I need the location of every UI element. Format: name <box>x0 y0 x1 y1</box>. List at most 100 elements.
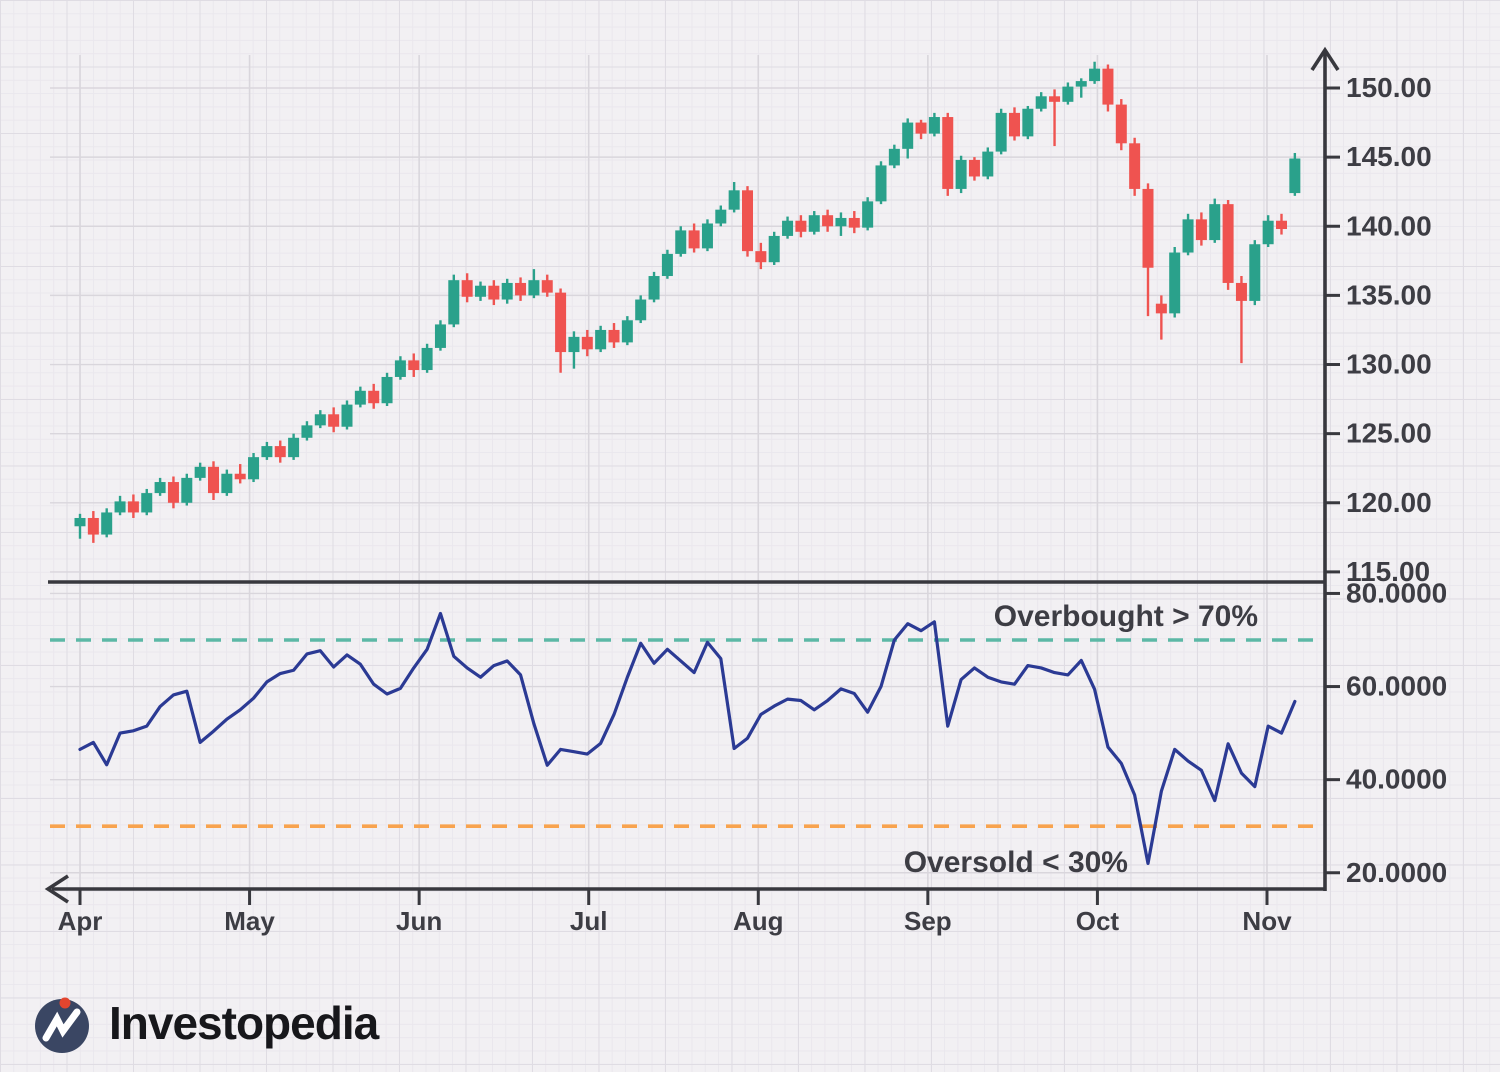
candle-body-down <box>368 390 380 404</box>
candle-body-up <box>995 112 1007 152</box>
candle-body-up <box>875 165 887 202</box>
month-tick-label: Apr <box>58 906 103 936</box>
candle-body-up <box>475 285 486 297</box>
candle-body-up <box>902 122 914 149</box>
candle-body-down <box>1129 143 1141 189</box>
candle-body-down <box>1276 220 1287 230</box>
candle-body-up <box>1289 158 1301 194</box>
rsi-tick-label: 20.0000 <box>1346 857 1447 888</box>
axis-tick-labels: Apr May Jun Jul Aug Sep Oct Nov 150.00 145.00 140.… <box>58 72 1448 936</box>
candle-body-up <box>768 235 780 263</box>
candle-body-up <box>1035 96 1047 109</box>
candle-body-down <box>328 414 340 427</box>
candle-body-down <box>1115 104 1127 144</box>
candle-body-down <box>1235 282 1247 301</box>
rsi-tick-label: 80.0000 <box>1346 577 1447 608</box>
candle-body-down <box>608 329 620 343</box>
month-tick-label: Oct <box>1076 906 1120 936</box>
candle-body-down <box>127 501 139 513</box>
month-tick-label: Sep <box>904 906 952 936</box>
candle-body-up <box>448 280 460 325</box>
candle-body-up <box>394 360 406 377</box>
price-tick-label: 135.00 <box>1346 279 1432 310</box>
price-tick-label: 150.00 <box>1346 72 1432 103</box>
price-tick-label: 130.00 <box>1346 349 1432 380</box>
candle-body-up <box>955 159 967 189</box>
candle-body-up <box>261 446 273 458</box>
candle-body-up <box>888 148 900 166</box>
logo-wordmark: Investopedia <box>109 997 379 1049</box>
candle-body-down <box>1142 188 1154 268</box>
candle-body-up <box>381 376 393 404</box>
candle-body-up <box>288 437 300 458</box>
candle-body-down <box>234 473 246 480</box>
candle-body-up <box>675 230 687 254</box>
logo-dot <box>59 997 71 1009</box>
rsi-threshold-lines <box>50 638 1325 829</box>
price-tick-label: 125.00 <box>1346 418 1432 449</box>
candle-body-up <box>141 493 153 513</box>
candle-body-down <box>274 446 286 458</box>
candle-body-up <box>1249 244 1261 301</box>
candle-body-up <box>595 329 607 350</box>
month-tick-label: Nov <box>1242 906 1292 936</box>
candle-body-down <box>555 292 567 353</box>
candle-body-up <box>862 201 874 228</box>
candle-body-up <box>782 220 794 236</box>
candle-body-up <box>101 512 113 535</box>
candle-body-up <box>501 282 513 300</box>
candle-body-up <box>808 215 820 232</box>
rsi-tick-label: 40.0000 <box>1346 764 1447 795</box>
candle-body-down <box>515 282 527 296</box>
candle-body-down <box>408 360 420 371</box>
candle-body-down <box>1222 204 1234 283</box>
overbought-annotation: Overbought > 70% <box>994 600 1258 633</box>
candle-body-down <box>208 466 219 494</box>
candle-body-up <box>701 223 713 249</box>
chart-gridlines <box>50 55 1325 889</box>
candle-body-down <box>541 280 553 293</box>
candle-body-up <box>1075 81 1087 87</box>
candle-body-down <box>915 122 927 134</box>
candle-body-up <box>835 217 847 227</box>
candle-body-up <box>154 482 166 494</box>
candle-body-up <box>728 190 740 210</box>
candle-body-up <box>248 457 260 480</box>
month-tick-label: Jun <box>396 906 442 936</box>
candle-body-down <box>1195 219 1207 241</box>
candle-body-down <box>461 280 473 297</box>
candle-body-up <box>1262 220 1274 245</box>
logo-zigzag-mark <box>42 1008 81 1042</box>
candle-body-down <box>755 251 767 263</box>
rsi-line-series <box>78 611 1297 866</box>
candle-body-up <box>1209 204 1221 241</box>
price-tick-label: 145.00 <box>1346 141 1432 172</box>
investopedia-logo: Investopedia <box>30 990 379 1056</box>
candle-body-down <box>1155 303 1167 314</box>
candle-body-up <box>74 517 86 527</box>
candle-body-up <box>648 276 660 300</box>
price-tick-label: 120.00 <box>1346 487 1432 518</box>
candle-body-up <box>114 501 126 513</box>
price-tick-label: 140.00 <box>1346 210 1432 241</box>
candle-body-up <box>528 280 540 296</box>
candle-body-down <box>1009 112 1020 137</box>
candle-body-up <box>314 414 326 426</box>
candle-body-up <box>434 324 446 348</box>
candle-body-down <box>167 482 179 503</box>
candle-body-up <box>982 151 994 177</box>
candle-body-down <box>942 117 954 189</box>
candlestick-series <box>74 61 1301 543</box>
candle-body-up <box>181 477 193 503</box>
candle-body-up <box>194 466 206 478</box>
candle-body-up <box>1062 86 1074 102</box>
y-axis-arrow <box>1310 46 1340 71</box>
x-axis-arrow <box>44 874 69 904</box>
candle-body-down <box>968 159 980 177</box>
candle-body-down <box>1102 68 1114 105</box>
candle-body-up <box>635 299 647 321</box>
candle-body-down <box>848 217 860 228</box>
candle-body-down <box>795 220 807 232</box>
